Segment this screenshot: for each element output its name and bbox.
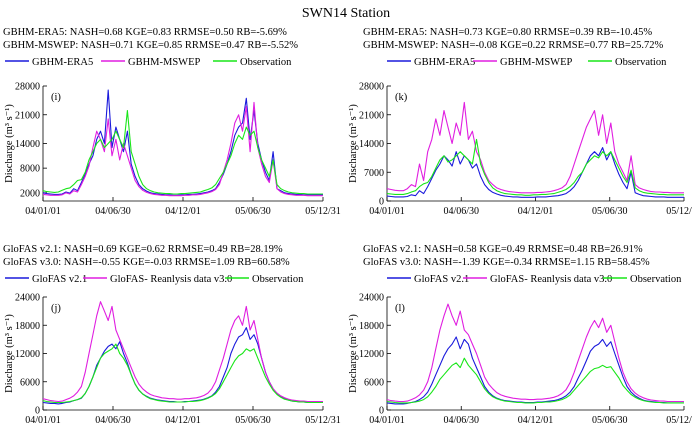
legend-label: GloFAS v2.1 [414, 274, 469, 285]
y-tick-label: 28000 [359, 82, 384, 93]
x-tick-label: 05/06/30 [235, 206, 271, 217]
x-tick-label: 05/06/30 [592, 415, 628, 426]
stats-line: GloFAS v2.1: NASH=0.69 KGE=0.62 RRMSE=0.… [3, 244, 283, 255]
x-tick-label: 04/06/30 [443, 206, 479, 217]
series-line-green [42, 343, 323, 404]
x-tick-label: 04/12/01 [518, 415, 554, 426]
series-line-magenta [386, 303, 684, 403]
y-tick-label: 21000 [359, 110, 384, 121]
legend-label: GloFAS- Reanlysis data v3.0 [490, 274, 612, 285]
y-tick-label: 0 [379, 197, 384, 208]
y-tick-label: 2000 [20, 188, 40, 199]
series-line-blue [42, 89, 323, 196]
x-tick-label: 04/01/01 [25, 415, 61, 426]
y-axis-label: Discharge (m³ s⁻¹) [4, 104, 15, 183]
y-tick-label: 6000 [364, 377, 384, 388]
y-tick-label: 28000 [15, 82, 40, 93]
y-tick-label: 14000 [15, 139, 40, 150]
x-tick-label: 05/12/31 [305, 206, 341, 217]
legend-label: Observation [615, 57, 667, 68]
y-axis-label: Discharge (m³ s⁻¹) [4, 314, 15, 393]
y-axis-label: Discharge (m³ s⁻¹) [348, 314, 359, 393]
x-tick-label: 05/06/30 [235, 415, 271, 426]
chart-panel-k: GBHM-ERA5: NASH=0.73 KGE=0.80 RRMSE=0.39… [348, 27, 692, 217]
x-tick-label: 04/06/30 [95, 415, 131, 426]
chart-panel-j: GloFAS v2.1: NASH=0.69 KGE=0.62 RRMSE=0.… [3, 244, 341, 426]
panel-tag: (j) [51, 303, 61, 314]
x-tick-label: 04/12/01 [165, 206, 201, 217]
series-line-magenta [42, 101, 323, 197]
stats-line: GBHM-ERA5: NASH=0.73 KGE=0.80 RRMSE=0.39… [363, 27, 652, 38]
series-line-green [386, 357, 684, 404]
legend-label: GBHM-MSWEP [500, 57, 573, 68]
x-tick-label: 05/06/30 [592, 206, 628, 217]
x-tick-label: 05/12/31 [666, 206, 692, 217]
x-tick-label: 04/01/01 [369, 206, 405, 217]
x-tick-label: 04/01/01 [369, 415, 405, 426]
series-line-magenta [386, 101, 684, 194]
x-tick-label: 04/01/01 [25, 206, 61, 217]
legend-label: GloFAS- Reanlysis data v3.0 [110, 274, 232, 285]
stats-line: GloFAS v2.1: NASH=0.58 KGE=0.49 RRMSE=0.… [363, 244, 643, 255]
series-line-green [42, 110, 323, 195]
x-tick-label: 04/06/30 [95, 206, 131, 217]
x-tick-label: 04/06/30 [443, 415, 479, 426]
y-axis-label: Discharge (m³ s⁻¹) [348, 104, 359, 183]
legend-label: GBHM-MSWEP [128, 57, 201, 68]
y-tick-label: 0 [35, 406, 40, 417]
stats-line: GloFAS v3.0: NASH=-0.55 KGE=-0.03 RRMSE=… [3, 257, 290, 268]
y-tick-label: 24000 [15, 293, 40, 304]
series-line-blue [42, 327, 323, 405]
y-tick-label: 8000 [20, 164, 40, 175]
series-line-magenta [42, 301, 323, 403]
y-tick-label: 12000 [15, 349, 40, 360]
legend-label: Observation [240, 57, 292, 68]
legend-label: GBHM-ERA5 [414, 57, 475, 68]
y-tick-label: 21000 [15, 110, 40, 121]
series-line-green [386, 138, 684, 196]
panel-tag: (k) [395, 92, 408, 103]
legend-label: Observation [630, 274, 682, 285]
stats-line: GloFAS v3.0: NASH=-1.39 KGE=-0.34 RRMSE=… [363, 257, 650, 268]
legend-label: GloFAS v2.1 [32, 274, 87, 285]
stats-line: GBHM-MSWEP: NASH=0.71 KGE=0.85 RRMSE=0.4… [3, 40, 298, 51]
figure-title: SWN14 Station [302, 6, 390, 21]
series-line-blue [386, 147, 684, 198]
legend-label: GBHM-ERA5 [32, 57, 93, 68]
chart-panel-l: GloFAS v2.1: NASH=0.58 KGE=0.49 RRMSE=0.… [348, 244, 692, 426]
y-tick-label: 6000 [20, 377, 40, 388]
y-tick-label: 0 [379, 406, 384, 417]
y-tick-label: 12000 [359, 349, 384, 360]
stats-line: GBHM-MSWEP: NASH=-0.08 KGE=0.22 RRMSE=0.… [363, 40, 663, 51]
series-line-blue [386, 336, 684, 405]
y-tick-label: 18000 [359, 321, 384, 332]
y-tick-label: 7000 [364, 168, 384, 179]
legend-label: Observation [252, 274, 304, 285]
x-tick-label: 05/12/31 [305, 415, 341, 426]
x-tick-label: 05/12/31 [666, 415, 692, 426]
y-tick-label: 14000 [359, 139, 384, 150]
x-tick-label: 04/12/01 [518, 206, 554, 217]
panel-tag: (i) [51, 92, 61, 103]
y-tick-label: 24000 [359, 293, 384, 304]
chart-panel-i: GBHM-ERA5: NASH=0.68 KGE=0.83 RRMSE=0.50… [3, 27, 341, 217]
y-tick-label: 18000 [15, 321, 40, 332]
panel-tag: (l) [395, 303, 405, 314]
stats-line: GBHM-ERA5: NASH=0.68 KGE=0.83 RRMSE=0.50… [3, 27, 287, 38]
x-tick-label: 04/12/01 [165, 415, 201, 426]
